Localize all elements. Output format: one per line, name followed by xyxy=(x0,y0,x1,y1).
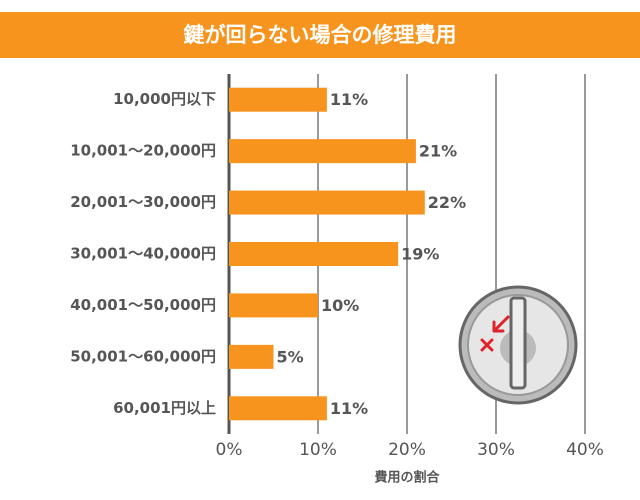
bar xyxy=(229,293,318,318)
x-axis-label: 費用の割合 xyxy=(374,470,440,486)
cross xyxy=(480,338,494,352)
bar xyxy=(229,190,425,215)
y-tick-label: 30,001～40,000円 xyxy=(70,245,216,263)
chart-title: 鍵が回らない場合の修理費用 xyxy=(184,23,457,47)
y-tick-label: 60,001円以上 xyxy=(113,399,216,417)
x-tick-label: 20% xyxy=(388,440,426,460)
x-tick-label: 30% xyxy=(477,440,515,460)
bar xyxy=(229,344,274,369)
bar xyxy=(229,87,327,112)
value-label: 19% xyxy=(401,245,439,264)
y-tick-label: 40,001～50,000円 xyxy=(70,296,216,314)
value-label: 11% xyxy=(330,90,368,109)
y-tick-label: 20,001～30,000円 xyxy=(70,193,216,211)
value-label: 10% xyxy=(321,296,359,315)
y-tick-label: 10,000円以下 xyxy=(113,90,216,108)
y-tick-label: 10,001～20,000円 xyxy=(70,142,216,160)
bar xyxy=(229,139,416,164)
value-label: 22% xyxy=(428,193,466,212)
x-tick-label: 10% xyxy=(299,440,337,460)
bar xyxy=(229,242,399,266)
value-label: 21% xyxy=(419,142,457,161)
key-icon xyxy=(458,285,578,405)
arrow xyxy=(492,315,510,333)
bar xyxy=(229,396,327,421)
value-label: 5% xyxy=(277,347,304,366)
x-tick-label: 40% xyxy=(566,440,604,460)
y-tick-label: 50,001～60,000円 xyxy=(70,347,216,365)
value-label: 11% xyxy=(330,399,368,418)
x-tick-label: 0% xyxy=(216,440,243,460)
title-banner xyxy=(0,12,640,58)
key-slot xyxy=(509,296,527,390)
